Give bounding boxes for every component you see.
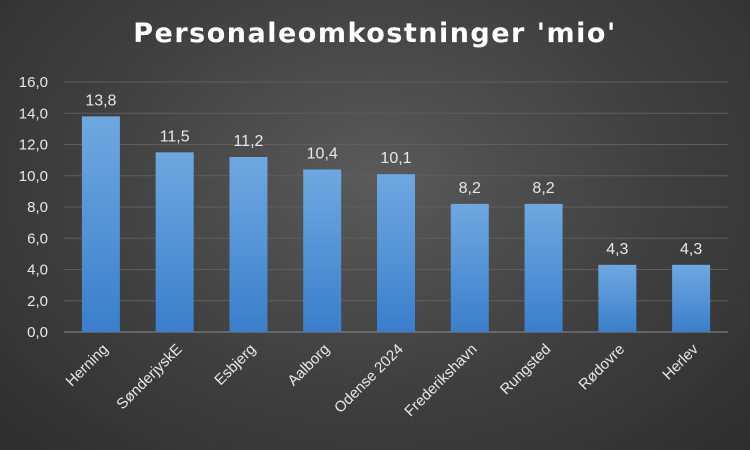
data-label: 8,2 — [459, 180, 481, 197]
bar — [81, 116, 120, 332]
data-label: 10,4 — [307, 146, 338, 163]
x-tick-label: Herlev — [659, 340, 702, 383]
x-tick-label: Frederikshavn — [401, 341, 480, 420]
bar — [450, 203, 489, 332]
bar — [377, 174, 415, 332]
chart-title: Personaleomkostninger 'mio' — [133, 18, 617, 49]
data-label: 11,5 — [160, 128, 190, 145]
bar — [155, 152, 194, 332]
bar — [598, 264, 637, 332]
y-tick-label: 6,0 — [27, 230, 48, 247]
y-tick-label: 10,0 — [19, 168, 48, 185]
y-tick-label: 14,0 — [19, 105, 48, 122]
data-label: 11,2 — [233, 133, 263, 150]
x-tick-label: Herning — [63, 341, 112, 390]
x-tick-label: Aalborg — [284, 341, 333, 390]
data-label: 10,1 — [380, 150, 411, 167]
x-tick-label: Rungsted — [497, 341, 554, 398]
bar — [672, 264, 711, 332]
bars — [81, 116, 711, 332]
x-tick-label: Odense 2024 — [331, 341, 407, 417]
bar — [303, 169, 342, 332]
data-label: 4,3 — [680, 241, 702, 258]
y-tick-label: 2,0 — [27, 293, 48, 310]
data-label: 13,8 — [85, 92, 116, 109]
y-tick-label: 16,0 — [19, 74, 48, 91]
data-label: 8,2 — [532, 180, 554, 197]
data-label: 4,3 — [606, 241, 628, 258]
y-tick-label: 8,0 — [27, 199, 48, 216]
x-tick-label: SønderjyskE — [113, 341, 185, 413]
y-tick-label: 0,0 — [27, 324, 48, 341]
x-tick-label: Rødovre — [575, 341, 628, 394]
y-axis-ticks: 0,0 2,0 4,0 6,0 8,0 10,0 12,0 14,0 16,0 — [19, 74, 48, 341]
bar — [524, 203, 563, 332]
bar — [229, 157, 268, 332]
data-labels: 13,8 11,5 11,2 10,4 10,1 8,2 8,2 4,3 4,3 — [85, 92, 702, 257]
y-tick-label: 4,0 — [27, 262, 48, 279]
y-tick-label: 12,0 — [19, 137, 48, 154]
x-tick-label: Esbjerg — [211, 341, 259, 389]
